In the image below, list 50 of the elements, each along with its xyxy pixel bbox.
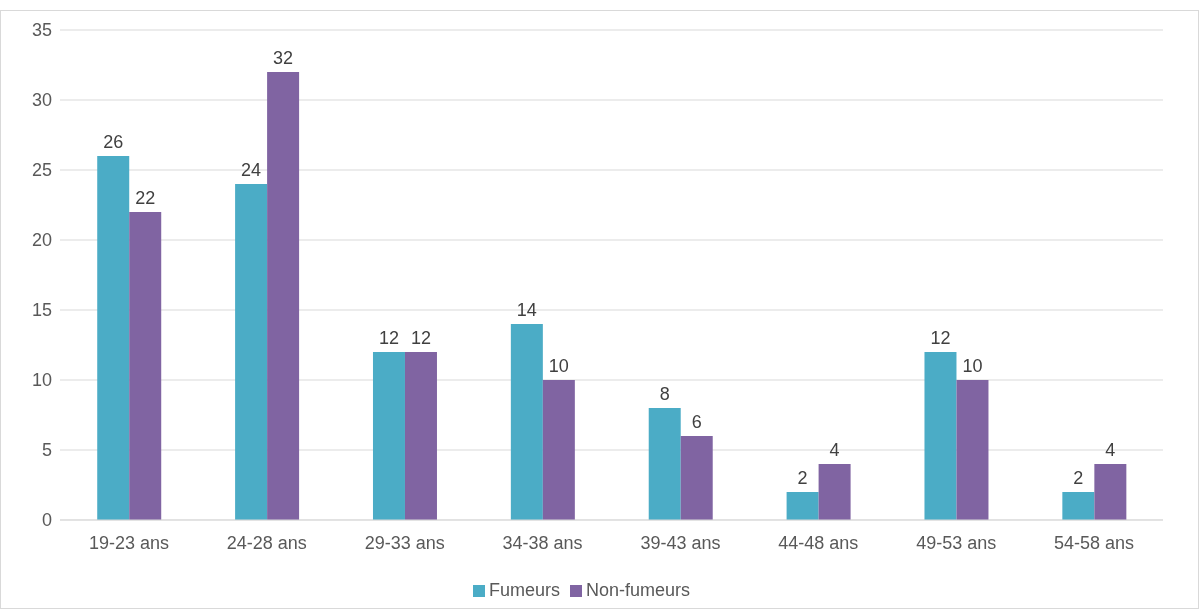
bar [129, 212, 162, 520]
legend-label: Fumeurs [488, 580, 560, 600]
data-label: 32 [273, 48, 294, 68]
x-tick-label: 19-23 ans [88, 532, 169, 553]
y-tick-label: 10 [31, 370, 52, 391]
y-tick-label: 5 [41, 440, 52, 461]
bar [97, 156, 130, 520]
x-tick-label: 24-28 ans [226, 532, 307, 553]
x-tick-label: 34-38 ans [502, 532, 583, 553]
data-label: 4 [829, 440, 840, 460]
data-label: 2 [1073, 468, 1084, 488]
bar [818, 464, 851, 520]
bar [924, 352, 957, 520]
data-label: 4 [1105, 440, 1116, 460]
data-label: 10 [962, 356, 983, 376]
data-label: 2 [797, 468, 808, 488]
x-tick-label: 49-53 ans [916, 532, 997, 553]
y-tick-label: 25 [31, 160, 52, 181]
bar [1062, 492, 1095, 520]
y-tick-label: 30 [31, 90, 52, 111]
data-label: 12 [378, 328, 399, 348]
y-tick-label: 0 [41, 510, 52, 531]
bar [372, 352, 405, 520]
data-label: 26 [103, 132, 124, 152]
bar [542, 380, 575, 520]
data-label: 8 [659, 384, 670, 404]
data-label: 22 [135, 188, 156, 208]
bar [680, 436, 713, 520]
y-tick-label: 20 [31, 230, 52, 251]
data-label: 10 [548, 356, 569, 376]
data-label: 14 [516, 300, 537, 320]
bar [648, 408, 681, 520]
bar [786, 492, 819, 520]
legend-label: Non-fumeurs [585, 580, 691, 600]
bar [510, 324, 543, 520]
data-label: 12 [930, 328, 951, 348]
data-label: 24 [241, 160, 262, 180]
data-label: 12 [410, 328, 431, 348]
bar [404, 352, 437, 520]
bar [1094, 464, 1127, 520]
x-tick-label: 44-48 ans [778, 532, 859, 553]
x-tick-label: 39-43 ans [640, 532, 721, 553]
x-tick-label: 29-33 ans [364, 532, 445, 553]
y-tick-label: 15 [31, 300, 52, 321]
data-label: 6 [691, 412, 702, 432]
x-tick-label: 54-58 ans [1054, 532, 1135, 553]
y-tick-label: 35 [31, 20, 52, 41]
bar [267, 72, 300, 520]
bar [956, 380, 989, 520]
bar [235, 184, 268, 520]
